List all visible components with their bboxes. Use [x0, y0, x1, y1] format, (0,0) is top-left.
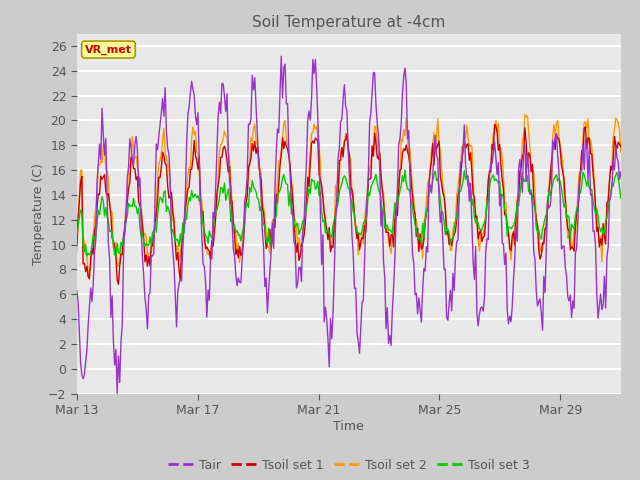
Legend: Tair, Tsoil set 1, Tsoil set 2, Tsoil set 3: Tair, Tsoil set 1, Tsoil set 2, Tsoil se…	[163, 454, 535, 477]
Title: Soil Temperature at -4cm: Soil Temperature at -4cm	[252, 15, 445, 30]
Text: VR_met: VR_met	[85, 44, 132, 55]
Y-axis label: Temperature (C): Temperature (C)	[32, 163, 45, 264]
X-axis label: Time: Time	[333, 420, 364, 433]
